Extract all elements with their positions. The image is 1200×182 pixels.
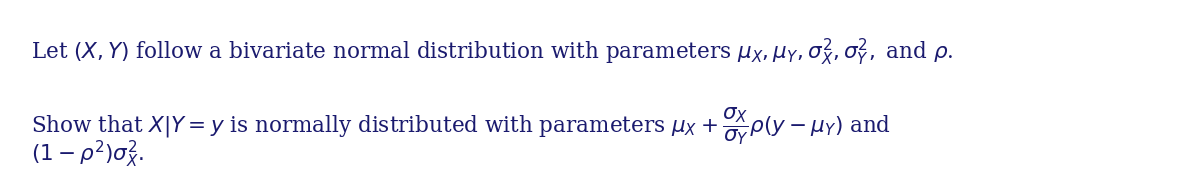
Text: Let $(X, Y)$ follow a bivariate normal distribution with parameters $\mu_X, \mu_: Let $(X, Y)$ follow a bivariate normal d… [31,37,954,68]
Text: Show that $X|Y = y$ is normally distributed with parameters $\mu_X + \dfrac{\sig: Show that $X|Y = y$ is normally distribu… [31,105,892,147]
Text: $(1 - \rho^2)\sigma_X^2.$: $(1 - \rho^2)\sigma_X^2.$ [31,139,144,170]
